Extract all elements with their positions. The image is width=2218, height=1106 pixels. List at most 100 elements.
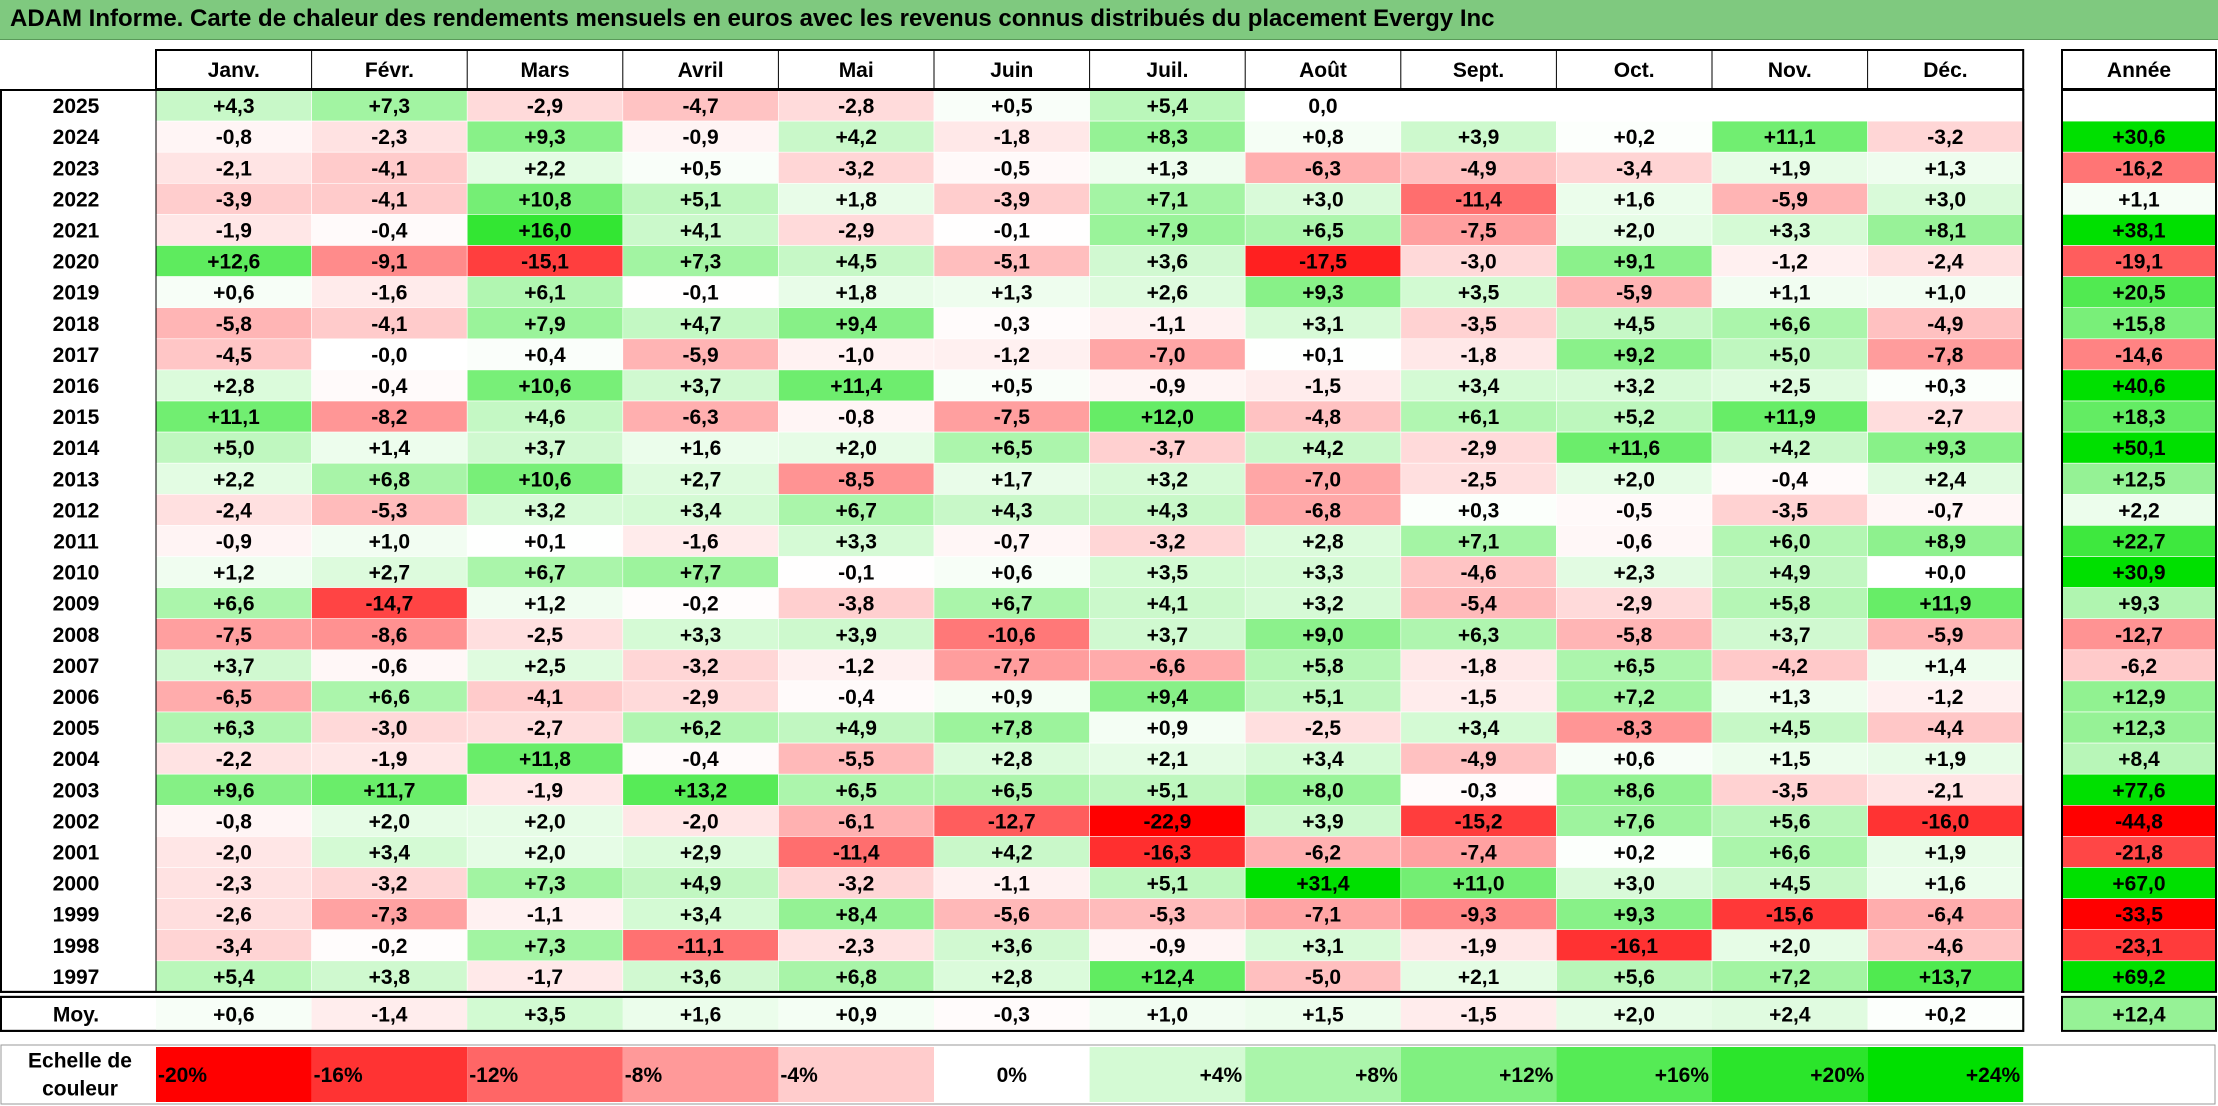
heatmap-cell bbox=[1556, 680, 1713, 713]
annual-cell bbox=[2061, 89, 2217, 122]
scale-swatch-label: -4% bbox=[780, 1064, 818, 1087]
heatmap-cell bbox=[778, 369, 935, 402]
cell-value: -3,5 bbox=[1772, 779, 1809, 802]
cell-value: -1,2 bbox=[838, 655, 874, 678]
cell-value: +1,3 bbox=[1147, 157, 1188, 180]
heatmap-cell bbox=[622, 369, 779, 402]
cell-value: +6,1 bbox=[524, 282, 566, 305]
cell-value: +2,9 bbox=[680, 841, 721, 864]
cell-value: +5,6 bbox=[1613, 966, 1654, 989]
cell-value: -1,6 bbox=[683, 530, 719, 553]
annual-value: +30,9 bbox=[2112, 562, 2165, 585]
cell-value: -1,6 bbox=[371, 282, 407, 305]
cell-value: -2,2 bbox=[216, 748, 252, 771]
month-header-label: Déc. bbox=[1923, 59, 1967, 82]
annual-cell bbox=[2061, 369, 2217, 402]
cell-value: +6,5 bbox=[991, 779, 1033, 802]
cell-value: +3,5 bbox=[1458, 282, 1500, 305]
scale-swatch bbox=[467, 1047, 623, 1102]
row-year-label: 2025 bbox=[53, 95, 100, 118]
cell-value: +8,0 bbox=[1302, 779, 1343, 802]
cell-value: +1,4 bbox=[1925, 655, 1967, 678]
cell-value: +7,8 bbox=[991, 717, 1033, 740]
cell-value: +2,6 bbox=[1147, 282, 1188, 305]
scale-swatch bbox=[156, 1047, 312, 1102]
heatmap-cell bbox=[466, 245, 624, 277]
cell-value: +9,3 bbox=[1925, 437, 1966, 460]
cell-value: +3,3 bbox=[835, 530, 876, 553]
annual-cell bbox=[2061, 525, 2217, 557]
cell-value: +3,1 bbox=[1302, 935, 1344, 958]
cell-value: +9,3 bbox=[1302, 282, 1343, 305]
cell-value: -9,3 bbox=[1461, 904, 1497, 927]
cell-value: +2,8 bbox=[991, 966, 1033, 989]
annual-value: +8,4 bbox=[2118, 748, 2160, 771]
cell-value: +0,6 bbox=[1613, 748, 1654, 771]
cell-value: -2,3 bbox=[216, 873, 252, 896]
heatmap-cell bbox=[1867, 338, 2024, 371]
row-year-label: 2008 bbox=[53, 624, 100, 647]
heatmap-cell bbox=[1556, 462, 1713, 495]
cell-value: +2,8 bbox=[991, 748, 1033, 771]
heatmap-cell bbox=[622, 867, 779, 899]
average-value: +0,2 bbox=[1925, 1003, 1966, 1026]
cell-value: -4,4 bbox=[1927, 717, 1964, 740]
cell-value: -3,7 bbox=[1149, 437, 1185, 460]
cell-value: +7,3 bbox=[524, 935, 565, 958]
heatmap-cell bbox=[1556, 431, 1713, 464]
scale-swatch bbox=[622, 1047, 779, 1102]
heatmap-cell bbox=[155, 183, 312, 215]
average-cell bbox=[1400, 997, 1557, 1030]
cell-value: -3,2 bbox=[838, 157, 874, 180]
annual-value: +15,8 bbox=[2112, 313, 2165, 336]
scale-swatch bbox=[311, 1047, 468, 1102]
annual-value: -23,1 bbox=[2115, 935, 2163, 958]
heatmap-cell bbox=[1556, 338, 1713, 371]
heatmap-cell bbox=[311, 493, 468, 526]
heatmap-cell bbox=[466, 525, 624, 557]
heatmap-cell bbox=[1400, 960, 1557, 993]
annual-cell bbox=[2061, 804, 2217, 837]
cell-value: +7,9 bbox=[1147, 219, 1188, 242]
cell-value: +2,4 bbox=[1925, 468, 1967, 491]
scale-swatch bbox=[1400, 1047, 1557, 1102]
cell-value: +3,4 bbox=[680, 904, 722, 927]
heatmap-cell bbox=[466, 867, 624, 899]
cell-value: +7,1 bbox=[1147, 188, 1189, 211]
heatmap-cell bbox=[1711, 151, 1868, 184]
heatmap-cell bbox=[1556, 89, 1713, 122]
heatmap-cell bbox=[933, 431, 1090, 464]
cell-value: +1,2 bbox=[524, 593, 565, 616]
cell-value: +5,1 bbox=[1147, 779, 1189, 802]
cell-value: +4,1 bbox=[1147, 593, 1189, 616]
heatmap-cell bbox=[933, 742, 1090, 775]
row-year-label: 2017 bbox=[53, 344, 100, 367]
cell-value: -0,9 bbox=[683, 126, 719, 149]
heatmap-cell bbox=[1867, 680, 2024, 713]
cell-value: +7,2 bbox=[1769, 966, 1810, 989]
heatmap-cell bbox=[1711, 245, 1868, 277]
cell-value: -15,6 bbox=[1766, 904, 1814, 927]
heatmap-cell bbox=[622, 431, 779, 464]
cell-value: -17,5 bbox=[1299, 251, 1347, 274]
average-annual-value: +12,4 bbox=[2112, 1003, 2165, 1026]
average-cell bbox=[622, 997, 779, 1030]
cell-value: -8,3 bbox=[1616, 717, 1652, 740]
heatmap-cell bbox=[778, 120, 935, 153]
heatmap-cell bbox=[933, 338, 1090, 371]
cell-value: -6,2 bbox=[1305, 841, 1341, 864]
heatmap-cell bbox=[1400, 400, 1557, 433]
heatmap-cell bbox=[1089, 183, 1246, 215]
month-header-label: Juil. bbox=[1146, 59, 1188, 82]
cell-value: +9,4 bbox=[835, 313, 877, 336]
cell-value: -0,2 bbox=[371, 935, 407, 958]
month-header-label: Avril bbox=[678, 59, 724, 82]
cell-value: +3,7 bbox=[524, 437, 565, 460]
heatmap-cell bbox=[1089, 369, 1246, 402]
cell-value: +4,2 bbox=[1769, 437, 1810, 460]
annual-cell bbox=[2061, 493, 2217, 526]
heatmap-cell bbox=[1556, 214, 1713, 246]
cell-value: -7,3 bbox=[371, 904, 407, 927]
cell-value: +2,0 bbox=[835, 437, 876, 460]
cell-value: -4,9 bbox=[1461, 157, 1497, 180]
